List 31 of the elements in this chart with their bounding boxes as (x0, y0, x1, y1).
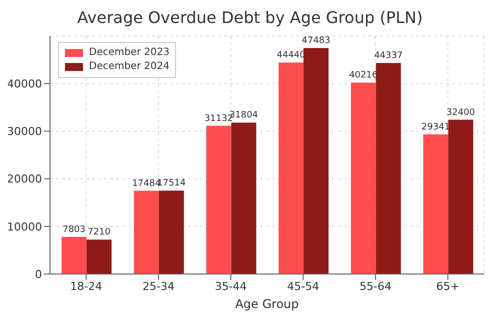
legend-label: December 2024 (89, 60, 170, 74)
bar (206, 126, 232, 274)
data-label: 7803 (62, 224, 86, 235)
data-label: 44337 (374, 50, 403, 61)
bar (448, 120, 474, 274)
chart-title: Average Overdue Debt by Age Group (PLN) (76, 8, 424, 29)
bar (231, 122, 256, 274)
y-tick-label: 10000 (7, 220, 42, 234)
bar (423, 134, 448, 274)
x-tick-label: 45-54 (287, 280, 320, 293)
legend-label: December 2023 (89, 46, 170, 60)
data-label: 7210 (88, 228, 111, 238)
bar (86, 240, 112, 274)
x-axis-title: Age Group (235, 297, 299, 311)
x-tick-label: 35-44 (214, 280, 247, 293)
bar (62, 236, 87, 274)
bar (158, 190, 184, 274)
data-label: 47483 (302, 36, 330, 46)
data-label: 32400 (446, 108, 476, 118)
bar (350, 82, 376, 274)
bar (304, 48, 329, 274)
x-tick-label: 65+ (436, 280, 460, 293)
x-tick-label: 25-34 (142, 280, 174, 293)
x-tick-label: 18-24 (70, 280, 102, 293)
bar (278, 62, 304, 274)
y-tick-label: 30000 (7, 125, 42, 138)
bar (134, 190, 159, 274)
bar (376, 62, 401, 274)
x-tick-label: 55-64 (360, 280, 392, 293)
y-tick-label: 20000 (7, 172, 42, 186)
y-tick-label: 0 (35, 268, 42, 281)
